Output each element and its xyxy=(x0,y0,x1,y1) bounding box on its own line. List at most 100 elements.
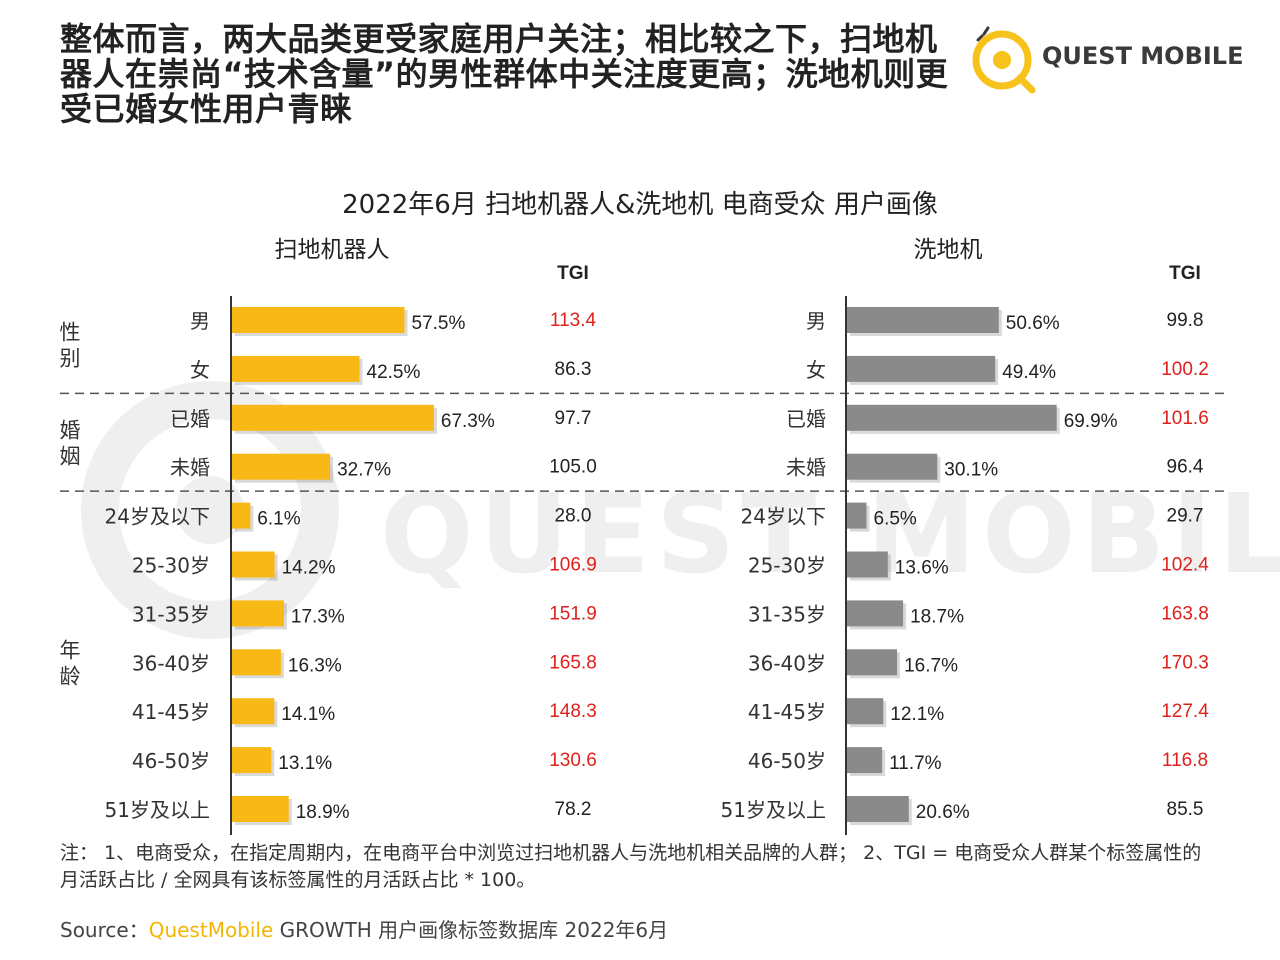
category-label: 24岁及以下 xyxy=(105,505,210,529)
bar-robot xyxy=(232,307,405,333)
tgi-value: 97.7 xyxy=(555,408,592,429)
source-rest: GROWTH 用户画像标签数据库 2022年6月 xyxy=(273,918,669,942)
tgi-value: 106.9 xyxy=(549,555,597,576)
category-label: 46-50岁 xyxy=(132,749,210,773)
bar-washer xyxy=(847,453,938,480)
group-label: 性 xyxy=(60,320,81,344)
category-label: 31-35岁 xyxy=(748,602,826,626)
value-label: 32.7% xyxy=(337,460,391,481)
category-label: 女 xyxy=(190,358,210,382)
category-label: 女 xyxy=(806,358,826,382)
source-prefix: Source： xyxy=(60,918,149,942)
chart-title: 2022年6月 扫地机器人&洗地机 电商受众 用户画像 xyxy=(342,190,938,220)
bar-robot xyxy=(232,355,360,382)
value-label: 69.9% xyxy=(1064,411,1118,432)
logo-mark-icon xyxy=(972,26,1036,94)
value-label: 18.9% xyxy=(296,802,350,823)
group-label: 婚 xyxy=(60,418,81,442)
panel-title-robot: 扫地机器人 xyxy=(275,237,390,263)
category-label: 未婚 xyxy=(170,456,210,480)
bar-washer xyxy=(847,355,996,382)
bar-washer xyxy=(847,551,888,578)
value-label: 14.1% xyxy=(281,704,335,725)
bar-robot xyxy=(232,404,434,431)
value-label: 16.7% xyxy=(904,655,958,676)
category-label: 男 xyxy=(190,309,210,333)
tgi-value: 163.8 xyxy=(1161,603,1209,624)
bar-robot xyxy=(232,698,275,725)
group-label: 年 xyxy=(60,638,81,662)
value-label: 18.7% xyxy=(910,606,964,627)
source-brand: QuestMobile xyxy=(148,918,274,942)
footnote: 注： 1、电商受众，在指定周期内，在电商平台中浏览过扫地机器人与洗地机相关品牌的… xyxy=(60,842,1202,891)
value-label: 17.3% xyxy=(291,606,345,627)
category-label: 51岁及以上 xyxy=(721,798,826,822)
value-label: 11.7% xyxy=(889,753,942,774)
tgi-value: 78.2 xyxy=(555,799,592,820)
tgi-value: 113.4 xyxy=(550,310,597,331)
value-label: 67.3% xyxy=(441,411,495,432)
source-line: Source：QuestMobile GROWTH 用户画像标签数据库 2022… xyxy=(60,914,668,943)
group-label: 姻 xyxy=(60,444,81,468)
bar-robot xyxy=(232,649,281,676)
tgi-value: 148.3 xyxy=(549,701,597,722)
bar-washer xyxy=(847,698,884,725)
tgi-value: 85.5 xyxy=(1167,799,1204,820)
tgi-value: 130.6 xyxy=(549,750,597,771)
bar-washer xyxy=(847,649,898,676)
value-label: 57.5% xyxy=(412,313,466,334)
bar-robot xyxy=(232,796,289,822)
bar-robot xyxy=(232,551,275,578)
category-label: 46-50岁 xyxy=(748,749,826,773)
value-label: 6.5% xyxy=(874,509,917,530)
tgi-value: 170.3 xyxy=(1161,652,1209,673)
category-label: 31-35岁 xyxy=(132,602,210,626)
tgi-value: 96.4 xyxy=(1167,457,1204,478)
tgi-value: 100.2 xyxy=(1161,359,1209,380)
bar-robot xyxy=(232,502,251,529)
bar-washer xyxy=(847,307,999,333)
quest-mobile-logo: QUEST MOBILE xyxy=(970,18,1244,98)
category-label: 36-40岁 xyxy=(748,651,826,675)
bar-robot xyxy=(232,747,272,774)
group-label: 龄 xyxy=(60,664,81,688)
tgi-value: 116.8 xyxy=(1162,750,1208,771)
bar-washer xyxy=(847,796,909,822)
bar-washer xyxy=(847,747,883,774)
bar-washer xyxy=(847,502,867,529)
tgi-value: 99.8 xyxy=(1167,310,1204,331)
tgi-value: 28.0 xyxy=(555,506,592,527)
category-label: 未婚 xyxy=(786,456,826,480)
value-label: 50.6% xyxy=(1006,313,1060,334)
tgi-value: 102.4 xyxy=(1161,555,1209,576)
bar-washer xyxy=(847,404,1057,431)
tgi-value: 165.8 xyxy=(549,652,597,673)
tgi-value: 86.3 xyxy=(555,359,592,380)
group-label: 别 xyxy=(60,346,81,370)
tgi-value: 127.4 xyxy=(1161,701,1209,722)
value-label: 14.2% xyxy=(282,558,336,579)
category-label: 41-45岁 xyxy=(748,700,826,724)
tgi-value: 105.0 xyxy=(549,457,597,478)
category-label: 男 xyxy=(806,309,826,333)
tgi-value: 29.7 xyxy=(1167,506,1204,527)
bar-robot xyxy=(232,453,331,480)
bar-robot xyxy=(232,600,284,627)
category-label: 24岁以下 xyxy=(741,505,826,529)
value-label: 13.1% xyxy=(278,753,332,774)
value-label: 42.5% xyxy=(367,362,421,383)
value-label: 20.6% xyxy=(916,802,970,823)
category-label: 已婚 xyxy=(786,407,826,431)
tgi-value: 101.6 xyxy=(1161,408,1209,429)
panel-title-washer: 洗地机 xyxy=(914,237,983,263)
category-label: 25-30岁 xyxy=(748,554,826,578)
tgi-value: 151.9 xyxy=(549,603,597,624)
category-label: 51岁及以上 xyxy=(105,798,210,822)
headline: 整体而言，两大品类更受家庭用户关注；相比较之下，扫地机器人在崇尚“技术含量”的男… xyxy=(60,20,949,128)
tgi-header: TGI xyxy=(1169,263,1201,284)
category-label: 25-30岁 xyxy=(132,554,210,578)
category-label: 36-40岁 xyxy=(132,651,210,675)
category-label: 41-45岁 xyxy=(132,700,210,724)
value-label: 30.1% xyxy=(944,460,998,481)
